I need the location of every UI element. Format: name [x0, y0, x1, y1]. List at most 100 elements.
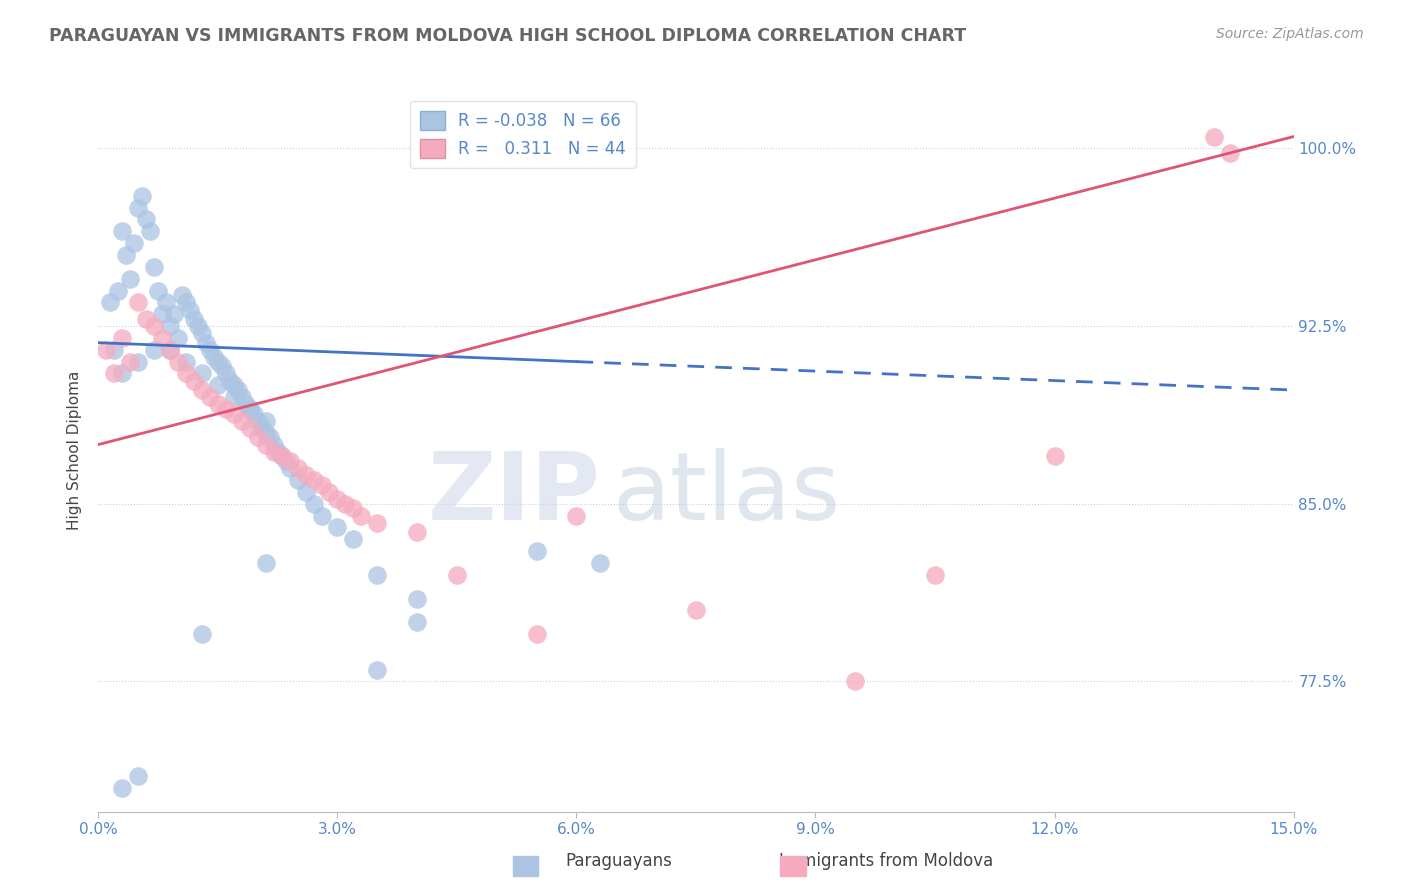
- Point: [294, 468, 316, 483]
- Point: [287, 473, 309, 487]
- Point: [526, 627, 548, 641]
- Point: [131, 189, 153, 203]
- Point: [246, 414, 269, 428]
- Point: [98, 295, 122, 310]
- Point: [342, 533, 364, 547]
- Point: [222, 378, 245, 392]
- Point: [135, 212, 157, 227]
- Point: [183, 374, 205, 388]
- Point: [107, 284, 129, 298]
- Point: [167, 354, 190, 368]
- Point: [278, 461, 301, 475]
- Point: [326, 520, 349, 534]
- Point: [446, 567, 468, 582]
- Point: [335, 497, 357, 511]
- Point: [326, 491, 349, 506]
- Point: [148, 284, 170, 298]
- Point: [191, 367, 214, 381]
- Point: [215, 367, 238, 381]
- Point: [191, 326, 214, 341]
- Point: [202, 350, 225, 364]
- Point: [183, 312, 205, 326]
- Text: Paraguayans: Paraguayans: [565, 852, 672, 870]
- Point: [254, 414, 277, 428]
- Point: [120, 354, 142, 368]
- Point: [311, 508, 333, 523]
- Point: [259, 430, 281, 444]
- Point: [226, 383, 249, 397]
- Point: [111, 224, 134, 238]
- Point: [278, 454, 301, 468]
- Point: [235, 397, 257, 411]
- Point: [318, 484, 340, 499]
- Point: [350, 508, 373, 523]
- Point: [270, 450, 292, 464]
- Point: [1219, 146, 1241, 161]
- Text: ZIP: ZIP: [427, 448, 600, 540]
- Point: [222, 390, 245, 404]
- Point: [406, 615, 429, 630]
- Point: [685, 603, 707, 617]
- Point: [191, 627, 214, 641]
- Point: [124, 236, 146, 251]
- Point: [191, 383, 214, 397]
- Point: [406, 591, 429, 606]
- Point: [159, 319, 181, 334]
- Point: [179, 302, 201, 317]
- Point: [250, 421, 273, 435]
- Point: [198, 343, 221, 357]
- Point: [366, 516, 388, 530]
- Point: [526, 544, 548, 558]
- Point: [143, 343, 166, 357]
- Point: [239, 402, 262, 417]
- Point: [267, 444, 290, 458]
- Point: [342, 501, 364, 516]
- Point: [103, 343, 125, 357]
- Point: [274, 454, 297, 468]
- Point: [406, 525, 429, 540]
- Point: [111, 331, 134, 345]
- Point: [174, 367, 197, 381]
- Point: [111, 780, 134, 795]
- Point: [215, 402, 238, 417]
- Point: [270, 450, 292, 464]
- Point: [103, 367, 125, 381]
- Text: Immigrants from Moldova: Immigrants from Moldova: [779, 852, 993, 870]
- Point: [174, 295, 197, 310]
- Point: [589, 556, 612, 570]
- Point: [143, 260, 166, 274]
- Text: Source: ZipAtlas.com: Source: ZipAtlas.com: [1216, 27, 1364, 41]
- Point: [222, 407, 245, 421]
- Y-axis label: High School Diploma: High School Diploma: [67, 371, 83, 530]
- Point: [1202, 129, 1225, 144]
- Legend: R = -0.038   N = 66, R =   0.311   N = 44: R = -0.038 N = 66, R = 0.311 N = 44: [409, 101, 636, 168]
- Point: [1043, 450, 1066, 464]
- Point: [139, 224, 162, 238]
- Point: [174, 354, 197, 368]
- Text: PARAGUAYAN VS IMMIGRANTS FROM MOLDOVA HIGH SCHOOL DIPLOMA CORRELATION CHART: PARAGUAYAN VS IMMIGRANTS FROM MOLDOVA HI…: [49, 27, 966, 45]
- Point: [143, 319, 166, 334]
- Point: [172, 288, 194, 302]
- Point: [239, 421, 262, 435]
- Point: [254, 425, 277, 440]
- Point: [263, 437, 285, 451]
- Point: [207, 354, 229, 368]
- Point: [155, 295, 177, 310]
- Point: [163, 307, 186, 321]
- Point: [96, 343, 118, 357]
- Point: [195, 335, 218, 350]
- Point: [211, 359, 233, 374]
- Point: [844, 674, 866, 689]
- Point: [159, 343, 181, 357]
- Point: [231, 414, 253, 428]
- Point: [294, 484, 316, 499]
- Point: [111, 367, 134, 381]
- Point: [115, 248, 138, 262]
- Point: [366, 663, 388, 677]
- Point: [127, 201, 149, 215]
- Point: [311, 478, 333, 492]
- Point: [127, 769, 149, 783]
- Point: [254, 437, 277, 451]
- Point: [565, 508, 588, 523]
- Point: [150, 307, 173, 321]
